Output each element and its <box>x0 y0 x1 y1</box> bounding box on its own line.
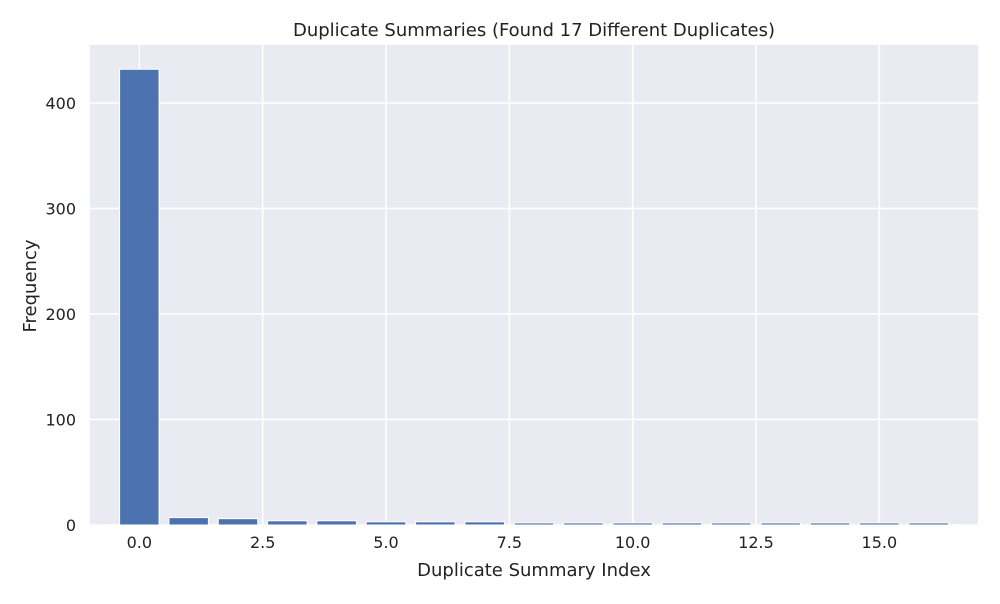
x-tick-label: 0.0 <box>127 533 152 552</box>
x-tick-label: 5.0 <box>373 533 398 552</box>
x-tick-label: 15.0 <box>862 533 898 552</box>
y-grid-lines <box>90 102 978 526</box>
y-tick-label: 0 <box>66 516 76 535</box>
bar <box>316 520 357 526</box>
bar <box>415 521 456 526</box>
y-tick-label: 100 <box>45 411 76 430</box>
bar <box>809 522 851 526</box>
bar <box>612 522 653 526</box>
y-axis-label: Frequency <box>20 239 41 332</box>
bar <box>168 517 209 526</box>
x-tick-label: 10.0 <box>615 533 651 552</box>
bar <box>217 518 259 526</box>
bar <box>513 522 555 526</box>
y-tick-label: 200 <box>45 305 76 324</box>
x-tick-label: 12.5 <box>738 533 774 552</box>
bar <box>760 522 801 526</box>
y-tick-label: 400 <box>45 94 76 113</box>
bar <box>859 522 900 526</box>
y-tick-labels: 0 100 200 300 400 <box>45 94 76 535</box>
x-axis-label: Duplicate Summary Index <box>417 560 651 581</box>
y-tick-label: 300 <box>45 200 76 219</box>
bar <box>563 522 604 526</box>
bar <box>908 522 949 526</box>
bar <box>365 521 407 526</box>
x-tick-labels: 0.0 2.5 5.0 7.5 10.0 12.5 15.0 <box>127 533 898 552</box>
bar-series <box>119 68 949 526</box>
bar <box>119 68 160 526</box>
plot-area <box>90 45 978 525</box>
bar <box>661 522 703 526</box>
chart-title: Duplicate Summaries (Found 17 Different … <box>293 20 775 41</box>
x-tick-label: 7.5 <box>497 533 522 552</box>
bar <box>711 522 752 526</box>
bar <box>267 520 308 526</box>
bar <box>464 521 505 526</box>
x-grid-lines <box>138 45 881 525</box>
x-tick-label: 2.5 <box>250 533 275 552</box>
